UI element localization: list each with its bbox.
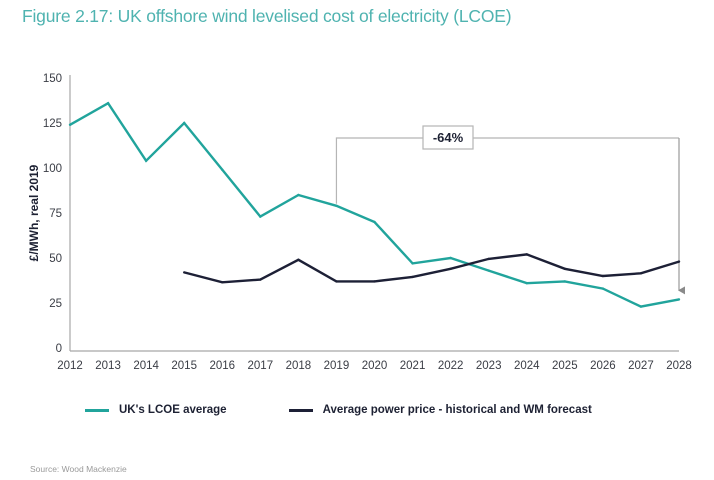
data-point bbox=[106, 102, 110, 105]
data-point bbox=[373, 220, 376, 224]
x-tick-label: 2026 bbox=[590, 360, 616, 372]
data-point bbox=[68, 123, 72, 127]
chart-title: Figure 2.17: UK offshore wind levelised … bbox=[22, 6, 512, 26]
data-point bbox=[182, 121, 186, 125]
x-tick-label: 2013 bbox=[95, 360, 121, 372]
x-tick-label: 2019 bbox=[324, 360, 350, 372]
legend-label-power-price: Average power price - historical and WM … bbox=[322, 404, 592, 416]
data-point bbox=[677, 298, 681, 301]
y-tick-label: 150 bbox=[43, 73, 62, 85]
x-tick-label: 2021 bbox=[400, 360, 426, 372]
data-point bbox=[182, 271, 186, 274]
data-point bbox=[221, 168, 224, 171]
data-point bbox=[411, 262, 414, 265]
x-tick-label: 2023 bbox=[476, 360, 502, 372]
y-tick-label: 75 bbox=[49, 208, 62, 220]
x-tick-label: 2027 bbox=[628, 360, 654, 372]
data-point bbox=[297, 258, 300, 261]
y-tick-label: 25 bbox=[49, 298, 62, 310]
y-axis-ticks: 0 25 50 75 100 125 150 bbox=[43, 73, 62, 355]
power-price-line bbox=[183, 253, 680, 284]
data-point bbox=[335, 204, 338, 207]
x-tick-label: 2028 bbox=[666, 360, 692, 372]
data-point bbox=[449, 267, 452, 270]
data-point bbox=[563, 267, 567, 270]
legend-item-lcoe: UK's LCOE average bbox=[85, 404, 227, 416]
data-point bbox=[335, 280, 338, 283]
data-point bbox=[297, 193, 300, 197]
data-point bbox=[487, 257, 490, 261]
data-point bbox=[639, 272, 643, 275]
x-tick-label: 2024 bbox=[514, 360, 540, 372]
data-point bbox=[449, 256, 452, 260]
data-point bbox=[601, 274, 605, 278]
x-tick-label: 2012 bbox=[57, 360, 83, 372]
data-point bbox=[373, 280, 376, 283]
legend: UK's LCOE average Average power price - … bbox=[85, 404, 592, 416]
annotation-label-box bbox=[422, 125, 474, 150]
x-tick-label: 2017 bbox=[248, 360, 274, 372]
data-point bbox=[487, 269, 490, 272]
data-point bbox=[259, 215, 262, 218]
data-point bbox=[563, 280, 567, 283]
y-tick-label: 50 bbox=[49, 253, 62, 265]
lcoe-line bbox=[69, 101, 680, 308]
reduction-annotation: -64% bbox=[335, 125, 685, 295]
y-axis-label-group: £/MWh, real 2019 bbox=[27, 164, 41, 261]
annotation-label: -64% bbox=[433, 130, 464, 145]
x-tick-label: 2025 bbox=[552, 360, 578, 372]
data-point bbox=[221, 281, 224, 284]
x-tick-label: 2014 bbox=[133, 360, 159, 372]
series-group bbox=[68, 101, 681, 308]
data-point bbox=[525, 253, 528, 256]
data-point bbox=[259, 278, 262, 281]
y-axis-label: £/MWh, real 2019 bbox=[27, 164, 41, 261]
legend-swatch-lcoe bbox=[85, 408, 109, 412]
y-tick-label: 100 bbox=[43, 163, 62, 175]
data-point bbox=[677, 260, 681, 263]
y-tick-label: 0 bbox=[56, 343, 62, 355]
data-point bbox=[525, 282, 528, 285]
y-tick-label: 125 bbox=[43, 118, 62, 130]
data-point bbox=[411, 275, 414, 279]
x-tick-label: 2018 bbox=[286, 360, 312, 372]
x-axis-ticks: 2012 2013 2014 2015 2016 2017 2018 2019 2020 2021… bbox=[57, 360, 692, 372]
x-tick-label: 2022 bbox=[438, 360, 464, 372]
legend-item-power-price: Average power price - historical and WM … bbox=[288, 404, 592, 416]
data-point bbox=[601, 287, 605, 290]
source-note: Source: Wood Mackenzie bbox=[30, 464, 127, 474]
data-point bbox=[639, 305, 643, 308]
legend-label-lcoe: UK's LCOE average bbox=[119, 404, 227, 416]
legend-swatch-power-price bbox=[288, 408, 313, 412]
x-tick-label: 2015 bbox=[171, 360, 197, 372]
x-tick-label: 2016 bbox=[209, 360, 235, 372]
x-tick-label: 2020 bbox=[362, 360, 388, 372]
data-point bbox=[144, 159, 148, 162]
annotation-bracket bbox=[335, 137, 679, 204]
